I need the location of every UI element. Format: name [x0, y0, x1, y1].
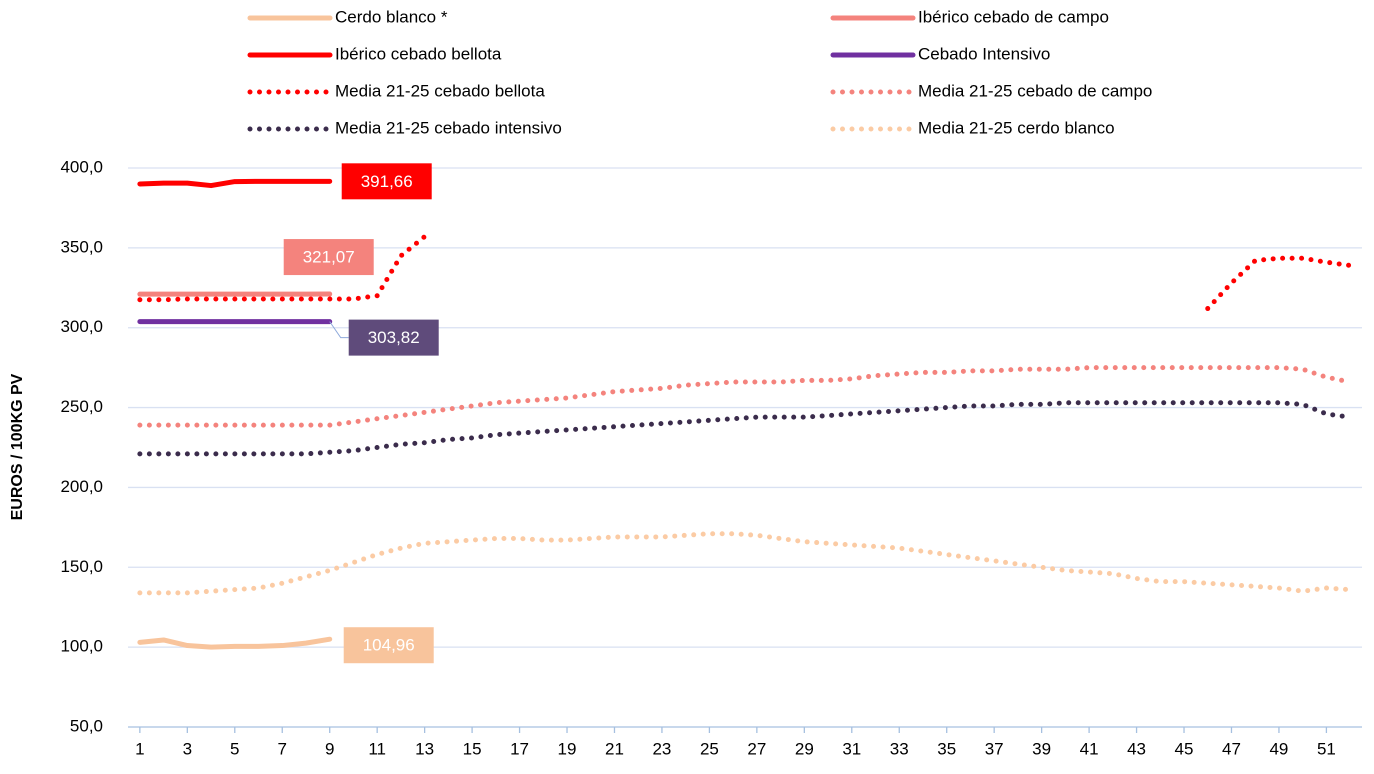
legend-label: Cerdo blanco * — [335, 7, 448, 26]
y-tick-label: 150,0 — [60, 557, 103, 576]
x-tick-label: 3 — [183, 739, 192, 758]
y-tick-label: 50,0 — [70, 716, 103, 735]
x-tick-label: 25 — [700, 739, 719, 758]
x-tick-label: 13 — [415, 739, 434, 758]
x-tick-label: 31 — [842, 739, 861, 758]
x-tick-label: 1 — [135, 739, 144, 758]
y-tick-label: 200,0 — [60, 477, 103, 496]
y-tick-label: 300,0 — [60, 317, 103, 336]
data-label: 321,07 — [303, 248, 355, 267]
x-tick-label: 37 — [985, 739, 1004, 758]
data-label-box — [341, 163, 432, 200]
data-label-box — [283, 239, 374, 276]
y-tick-label: 100,0 — [60, 637, 103, 656]
x-tick-label: 9 — [325, 739, 334, 758]
x-tick-label: 19 — [558, 739, 577, 758]
x-tick-label: 5 — [230, 739, 239, 758]
series-line — [137, 234, 1353, 312]
legend-label: Media 21-25 cebado intensivo — [335, 118, 562, 137]
series-line — [137, 531, 1353, 596]
legend-label: Media 21-25 cerdo blanco — [918, 118, 1115, 137]
x-tick-label: 47 — [1222, 739, 1241, 758]
data-label: 104,96 — [363, 636, 415, 655]
x-tick-label: 43 — [1127, 739, 1146, 758]
legend-label: Media 21-25 cebado bellota — [335, 81, 545, 100]
x-tick-label: 15 — [463, 739, 482, 758]
x-tick-label: 23 — [652, 739, 671, 758]
x-tick-label: 17 — [510, 739, 529, 758]
legend-label: Ibérico cebado bellota — [335, 44, 502, 63]
series-line — [137, 400, 1353, 457]
y-tick-label: 400,0 — [60, 157, 103, 176]
x-tick-label: 21 — [605, 739, 624, 758]
series-line — [137, 636, 333, 650]
x-tick-label: 35 — [937, 739, 956, 758]
data-label: 303,82 — [368, 328, 420, 347]
legend-label: Ibérico cebado de campo — [918, 7, 1109, 26]
x-tick-label: 39 — [1032, 739, 1051, 758]
x-tick-label: 7 — [278, 739, 287, 758]
y-axis-title: EUROS / 100KG PV — [9, 373, 26, 520]
x-tick-label: 27 — [747, 739, 766, 758]
x-tick-label: 33 — [890, 739, 909, 758]
legend-label: Media 21-25 cebado de campo — [918, 81, 1152, 100]
x-tick-label: 41 — [1080, 739, 1099, 758]
x-tick-label: 49 — [1269, 739, 1288, 758]
series-line — [137, 178, 333, 189]
data-label: 391,66 — [361, 172, 413, 191]
series-line — [137, 365, 1353, 428]
leader-line — [329, 321, 349, 339]
legend-label: Cebado Intensivo — [918, 44, 1050, 63]
x-tick-label: 51 — [1317, 739, 1336, 758]
x-tick-label: 29 — [795, 739, 814, 758]
data-label-box — [343, 627, 434, 664]
data-label-box — [348, 319, 439, 356]
y-tick-label: 350,0 — [60, 237, 103, 256]
x-tick-label: 11 — [368, 739, 386, 758]
y-tick-label: 250,0 — [60, 397, 103, 416]
x-tick-label: 45 — [1175, 739, 1194, 758]
